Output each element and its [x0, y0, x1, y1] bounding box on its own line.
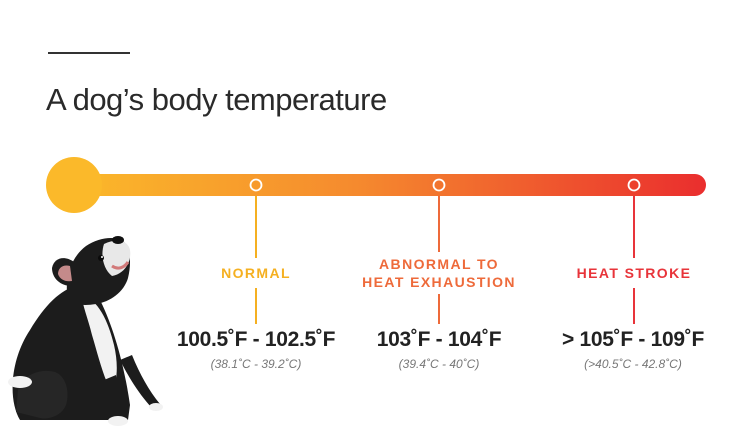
range-label-abnormal: ABNORMAL TO HEAT EXHAUSTION [362, 256, 516, 290]
temperature-bar [46, 157, 706, 213]
dog-photo [8, 236, 163, 426]
connector-heat-stroke [633, 196, 635, 258]
ring-marker-icon [249, 178, 263, 192]
thermometer-bulb-icon [46, 157, 102, 213]
range-celsius-heat-stroke: (>40.5˚C - 42.8˚C) [584, 357, 682, 371]
connector-heat-stroke-lower [633, 288, 635, 324]
page-title: A dog’s body temperature [46, 82, 387, 117]
range-label-normal: NORMAL [221, 265, 291, 281]
connector-abnormal [438, 196, 440, 252]
range-fahrenheit-abnormal: 103˚F - 104˚F [376, 328, 502, 351]
ring-marker-icon [432, 178, 446, 192]
range-celsius-abnormal: (39.4˚C - 40˚C) [398, 357, 480, 371]
range-label-heat-stroke: HEAT STROKE [576, 265, 692, 281]
ring-marker-icon [627, 178, 641, 192]
bar-track [70, 174, 706, 196]
connector-abnormal-lower [438, 294, 440, 324]
range-fahrenheit-normal: 100.5˚F - 102.5˚F [176, 328, 336, 351]
connector-normal [255, 196, 257, 258]
range-celsius-normal: (38.1˚C - 39.2˚C) [210, 357, 302, 371]
range-fahrenheit-heat-stroke: > 105˚F - 109˚F [562, 328, 704, 351]
header-rule [48, 52, 130, 54]
connector-normal-lower [255, 288, 257, 324]
